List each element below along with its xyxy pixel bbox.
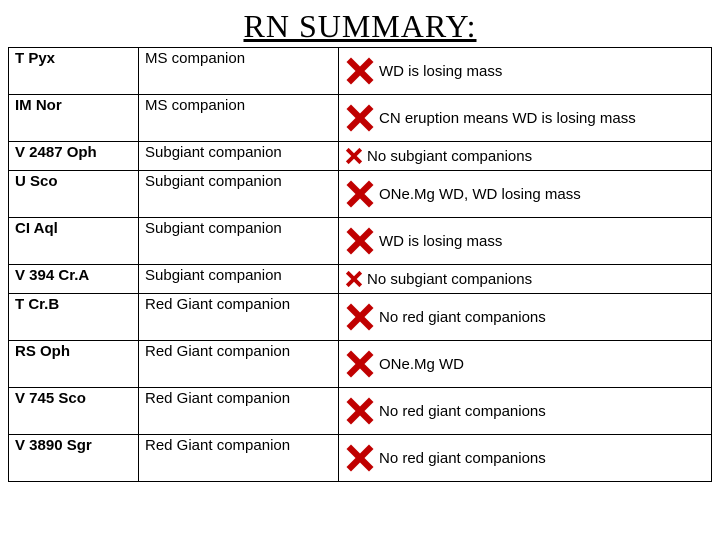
cross-icon [345,56,375,86]
star-name: V 394 Cr.A [9,265,139,294]
table-row: U ScoSubgiant companion ONe.Mg WD, WD lo… [9,171,712,218]
companion-type: Red Giant companion [139,435,339,482]
note-text: No red giant companions [379,450,546,467]
table-row: V 3890 SgrRed Giant companion No red gia… [9,435,712,482]
star-name: U Sco [9,171,139,218]
cross-icon [345,226,375,256]
companion-type: MS companion [139,48,339,95]
table-row: V 745 ScoRed Giant companion No red gian… [9,388,712,435]
note-cell: ONe.Mg WD [339,341,712,388]
cross-icon [345,443,375,473]
star-name: T Cr.B [9,294,139,341]
cross-icon [345,147,363,165]
summary-table: T PyxMS companion WD is losing mass IM N… [8,47,712,482]
table-row: CI AqlSubgiant companion WD is losing ma… [9,218,712,265]
companion-type: Red Giant companion [139,388,339,435]
companion-type: Subgiant companion [139,142,339,171]
star-name: V 2487 Oph [9,142,139,171]
note-text: WD is losing mass [379,233,502,250]
companion-type: MS companion [139,95,339,142]
table-row: V 394 Cr.ASubgiant companion No subgiant… [9,265,712,294]
note-text: No red giant companions [379,309,546,326]
cross-icon [345,349,375,379]
page-title: RN SUMMARY: [8,8,712,45]
star-name: CI Aql [9,218,139,265]
star-name: V 745 Sco [9,388,139,435]
table-row: V 2487 OphSubgiant companion No subgiant… [9,142,712,171]
companion-type: Red Giant companion [139,294,339,341]
note-cell: No red giant companions [339,435,712,482]
table-row: T Cr.BRed Giant companion No red giant c… [9,294,712,341]
cross-icon [345,270,363,288]
star-name: V 3890 Sgr [9,435,139,482]
note-text: No subgiant companions [367,271,532,288]
note-text: CN eruption means WD is losing mass [379,110,636,127]
note-text: No subgiant companions [367,148,532,165]
table-row: IM NorMS companion CN eruption means WD … [9,95,712,142]
companion-type: Subgiant companion [139,218,339,265]
note-cell: No red giant companions [339,388,712,435]
note-cell: No subgiant companions [339,142,712,171]
note-cell: WD is losing mass [339,48,712,95]
table-row: RS OphRed Giant companion ONe.Mg WD [9,341,712,388]
cross-icon [345,103,375,133]
note-cell: WD is losing mass [339,218,712,265]
note-text: No red giant companions [379,403,546,420]
cross-icon [345,396,375,426]
companion-type: Subgiant companion [139,171,339,218]
cross-icon [345,302,375,332]
note-cell: No red giant companions [339,294,712,341]
note-text: ONe.Mg WD, WD losing mass [379,186,581,203]
table-row: T PyxMS companion WD is losing mass [9,48,712,95]
star-name: IM Nor [9,95,139,142]
note-cell: No subgiant companions [339,265,712,294]
note-cell: ONe.Mg WD, WD losing mass [339,171,712,218]
star-name: RS Oph [9,341,139,388]
companion-type: Red Giant companion [139,341,339,388]
companion-type: Subgiant companion [139,265,339,294]
note-text: ONe.Mg WD [379,356,464,373]
cross-icon [345,179,375,209]
note-text: WD is losing mass [379,63,502,80]
note-cell: CN eruption means WD is losing mass [339,95,712,142]
star-name: T Pyx [9,48,139,95]
